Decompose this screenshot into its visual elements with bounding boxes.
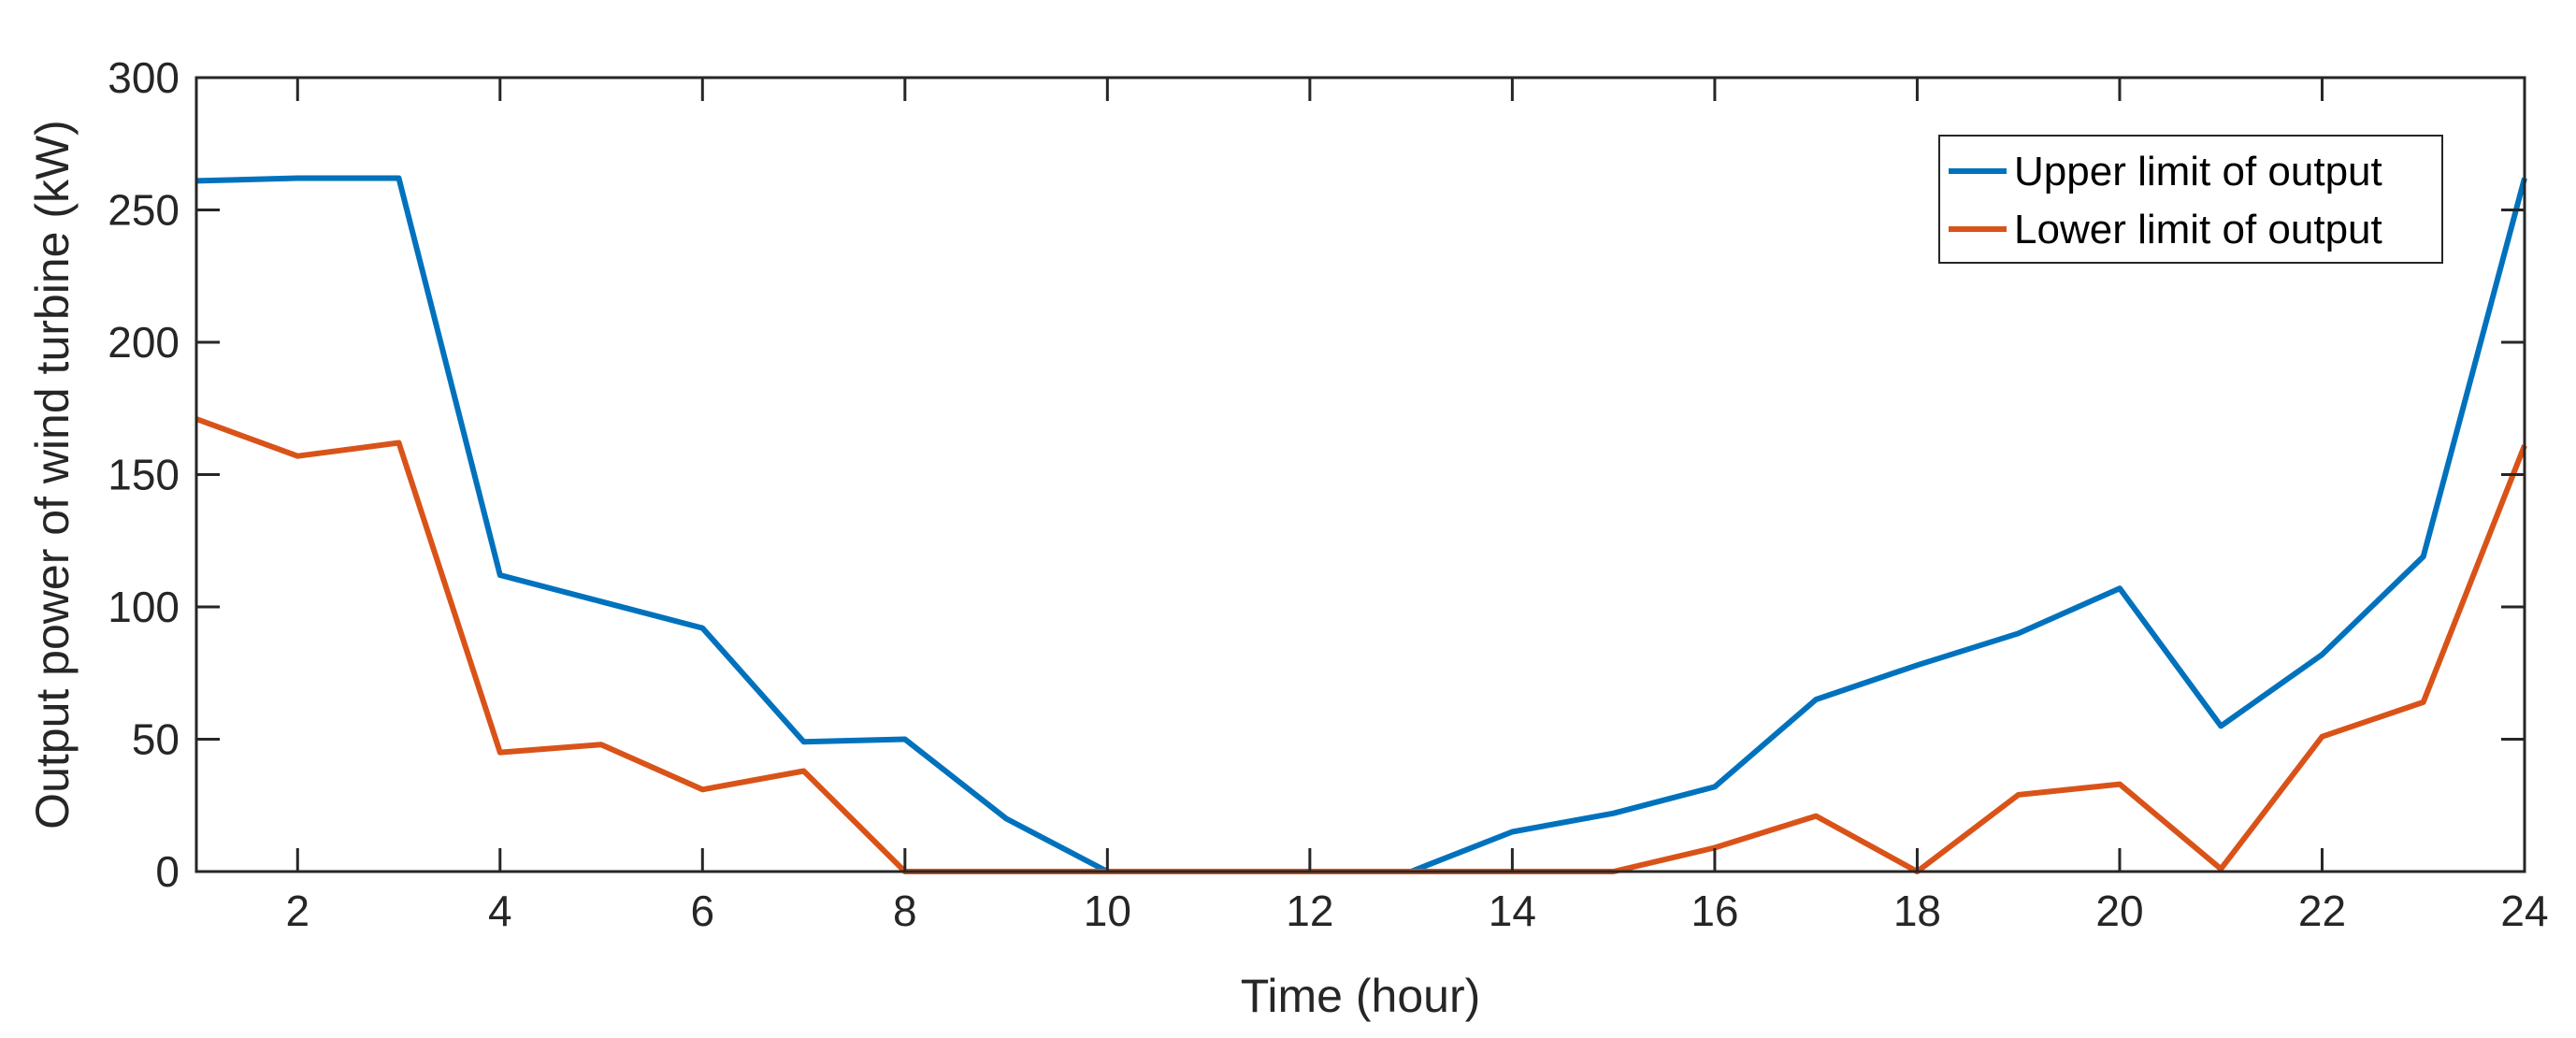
x-tick-label: 6 xyxy=(691,887,715,935)
legend: Upper limit of output Lower limit of outp… xyxy=(1938,135,2443,264)
y-tick-label: 50 xyxy=(132,715,180,764)
x-tick-label: 4 xyxy=(488,887,512,935)
y-tick-label: 200 xyxy=(108,318,180,367)
y-tick-label: 250 xyxy=(108,186,180,235)
x-tick-label: 14 xyxy=(1489,887,1536,935)
x-tick-label: 18 xyxy=(1893,887,1941,935)
x-tick-label: 8 xyxy=(893,887,917,935)
x-tick-label: 24 xyxy=(2500,887,2548,935)
legend-label-lower-limit: Lower limit of output xyxy=(2014,207,2382,252)
y-tick-label: 0 xyxy=(155,847,180,896)
y-tick-label: 150 xyxy=(108,451,180,499)
legend-box xyxy=(1938,135,2443,264)
y-axis-title: Output power of wind turbine (kW) xyxy=(26,120,79,829)
x-tick-label: 10 xyxy=(1084,887,1131,935)
x-tick-label: 22 xyxy=(2298,887,2346,935)
ticks-layer xyxy=(196,76,2526,873)
y-tick-label: 100 xyxy=(108,583,180,631)
x-axis-title: Time (hour) xyxy=(1241,970,1481,1022)
legend-label-upper-limit: Upper limit of output xyxy=(2014,149,2382,195)
y-tick-label: 300 xyxy=(108,53,180,102)
x-tick-label: 20 xyxy=(2095,887,2143,935)
x-tick-label: 2 xyxy=(285,887,309,935)
x-tick-label: 12 xyxy=(1286,887,1333,935)
x-tick-label: 16 xyxy=(1691,887,1738,935)
